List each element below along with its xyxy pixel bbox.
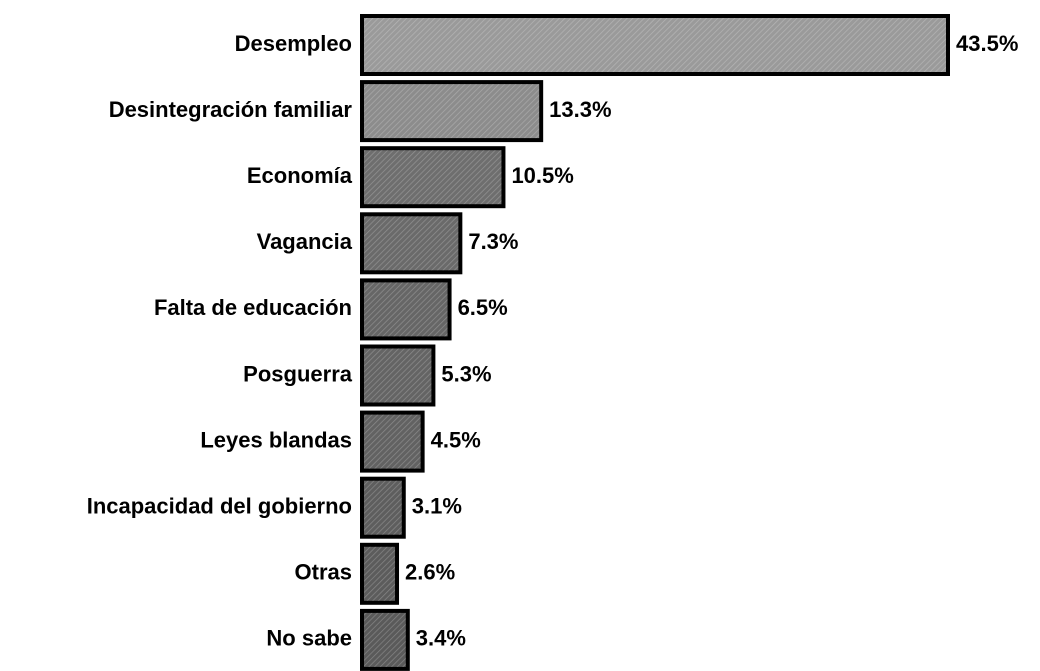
bar bbox=[360, 212, 463, 275]
bar bbox=[360, 476, 406, 539]
category-label: Leyes blandas bbox=[200, 427, 352, 452]
bar bbox=[360, 608, 410, 671]
bar bbox=[360, 278, 452, 341]
category-label: Vagancia bbox=[257, 229, 353, 254]
bar bbox=[360, 410, 425, 473]
value-label: 3.1% bbox=[412, 494, 462, 519]
bar bbox=[360, 80, 544, 143]
category-label: Falta de educación bbox=[154, 295, 352, 320]
bar bbox=[360, 14, 950, 76]
value-label: 43.5% bbox=[956, 31, 1018, 56]
value-label: 6.5% bbox=[458, 295, 508, 320]
category-label: No sabe bbox=[266, 626, 352, 651]
category-label: Otras bbox=[295, 560, 352, 585]
category-label: Desempleo bbox=[235, 31, 352, 56]
category-label: Posguerra bbox=[243, 361, 353, 386]
value-label: 10.5% bbox=[511, 163, 573, 188]
bar bbox=[360, 344, 436, 407]
value-label: 2.6% bbox=[405, 560, 455, 585]
value-label: 5.3% bbox=[441, 361, 491, 386]
bar bbox=[360, 146, 506, 209]
value-label: 7.3% bbox=[468, 229, 518, 254]
category-label: Desintegración familiar bbox=[109, 97, 353, 122]
value-label: 4.5% bbox=[431, 427, 481, 452]
category-label: Incapacidad del gobierno bbox=[87, 494, 352, 519]
bar bbox=[360, 542, 400, 605]
value-label: 3.4% bbox=[416, 626, 466, 651]
value-label: 13.3% bbox=[549, 97, 611, 122]
category-label: Economía bbox=[247, 163, 353, 188]
